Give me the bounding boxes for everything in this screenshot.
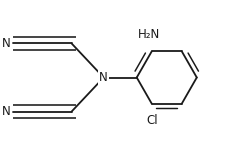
Text: Cl: Cl bbox=[146, 114, 158, 127]
Text: N: N bbox=[2, 37, 11, 50]
Text: N: N bbox=[99, 71, 108, 84]
Text: H₂N: H₂N bbox=[138, 28, 161, 41]
Text: N: N bbox=[2, 105, 11, 118]
